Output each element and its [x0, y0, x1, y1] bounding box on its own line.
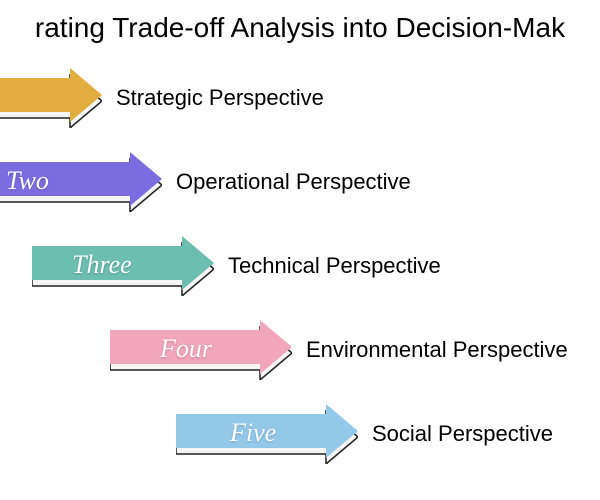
arrow-shape: Five: [176, 404, 358, 464]
arrow-row: Three Technical Perspective: [32, 236, 441, 296]
perspective-label: Social Perspective: [372, 421, 553, 447]
arrow-row: Strategic Perspective: [0, 68, 324, 128]
arrow-row: Two Operational Perspective: [0, 152, 411, 212]
arrow-shape: [0, 68, 102, 128]
arrow-main: [32, 236, 214, 295]
arrow-shape: Four: [110, 320, 292, 380]
perspective-label: Strategic Perspective: [116, 85, 324, 111]
page-title: rating Trade-off Analysis into Decision-…: [35, 12, 565, 44]
arrow-main: [110, 320, 292, 379]
arrow-main: [0, 152, 162, 211]
arrow-row: Four Environmental Perspective: [110, 320, 568, 380]
arrow-shape: Three: [32, 236, 214, 296]
arrow-row: Five Social Perspective: [176, 404, 553, 464]
arrow-shape: Two: [0, 152, 162, 212]
perspective-label: Technical Perspective: [228, 253, 441, 279]
arrow-main: [176, 404, 358, 463]
perspective-label: Operational Perspective: [176, 169, 411, 195]
perspective-label: Environmental Perspective: [306, 337, 568, 363]
arrow-main: [0, 68, 102, 127]
